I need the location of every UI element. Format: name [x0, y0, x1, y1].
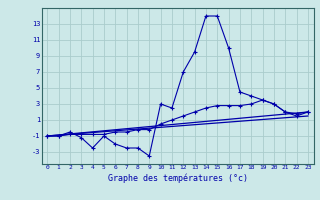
X-axis label: Graphe des températures (°c): Graphe des températures (°c): [108, 173, 248, 183]
